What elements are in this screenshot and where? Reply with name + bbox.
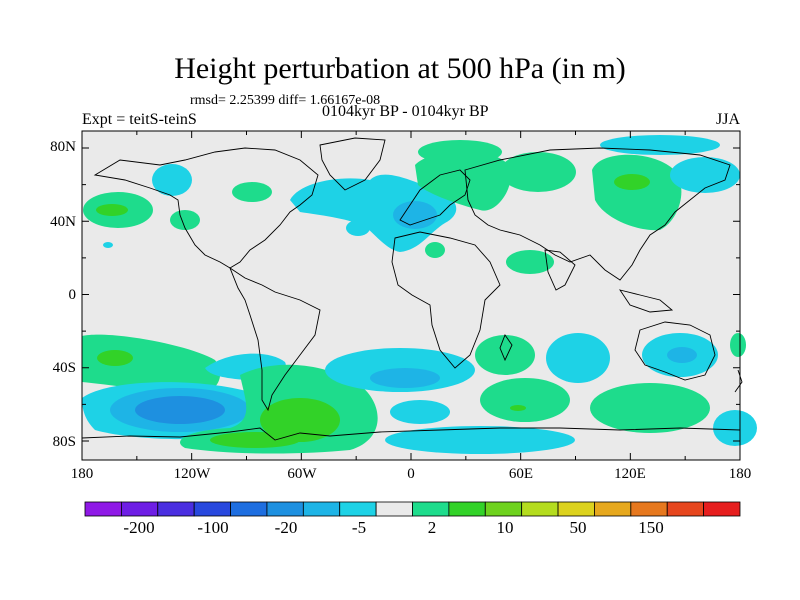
- contour-positive: [210, 432, 300, 448]
- contour-positive: [506, 250, 554, 274]
- contour-negative: [385, 426, 575, 454]
- plot-subtitle: 0104kyr BP - 0104kyr BP: [322, 103, 489, 120]
- contour-negative: [600, 135, 720, 155]
- colorbar-swatch: [120, 501, 159, 517]
- lat-label: 40N: [50, 214, 76, 230]
- contour-negative: [290, 174, 457, 252]
- contour-fields: [82, 135, 757, 454]
- colorbar-swatch: [521, 501, 559, 517]
- contour-positive: [232, 182, 272, 202]
- coastlines: [81, 137, 743, 441]
- contour-positive: [480, 378, 570, 422]
- contour-positive: [170, 210, 200, 230]
- contour-positive: [510, 405, 526, 411]
- lon-label: 180: [728, 466, 752, 482]
- contour-positive: [96, 204, 128, 216]
- contour-positive: [260, 398, 340, 442]
- lat-label: 0: [68, 287, 77, 303]
- contour-negative: [670, 157, 740, 193]
- contour-negative: [390, 400, 450, 424]
- colorbar-swatch: [484, 501, 523, 517]
- axis-ticks: [81, 131, 741, 460]
- colorbar-swatch: [630, 501, 668, 517]
- colorbar-label: 2: [427, 518, 437, 537]
- colorbar-swatch: [557, 501, 595, 517]
- lat-label: 80S: [52, 434, 76, 450]
- colorbar-swatch: [230, 501, 268, 517]
- contour-negative: [713, 410, 757, 446]
- contour-negative: [546, 333, 610, 383]
- colorbar-swatch: [302, 501, 341, 517]
- lon-label: 0: [407, 466, 415, 482]
- colorbar-label: -100: [197, 518, 229, 537]
- contour-negative: [667, 347, 697, 363]
- contour-positive: [418, 140, 502, 164]
- contour-negative: [346, 220, 370, 236]
- lat-label: 40S: [52, 360, 76, 376]
- lon-label: 180: [70, 466, 94, 482]
- contour-positive: [614, 174, 650, 190]
- colorbar-swatch: [375, 501, 413, 517]
- contour-positive: [97, 350, 133, 366]
- contour-negative: [103, 242, 113, 248]
- contour-negative: [393, 201, 437, 229]
- contour-negative: [135, 396, 225, 424]
- contour-positive: [730, 333, 746, 357]
- plot-title: Height perturbation at 500 hPa (in m): [174, 52, 626, 85]
- colorbar-swatch: [412, 501, 450, 517]
- contour-positive: [425, 242, 445, 258]
- lon-label: 60E: [508, 466, 534, 482]
- contour-positive: [500, 152, 576, 192]
- lat-label: 80N: [50, 139, 76, 155]
- lon-label: 120W: [173, 466, 211, 482]
- contour-positive: [415, 151, 511, 211]
- colorbar-swatch: [193, 501, 231, 517]
- colorbar-swatch: [339, 501, 377, 517]
- colorbar: [84, 501, 741, 517]
- colorbar-label: 150: [638, 518, 664, 537]
- contour-positive: [590, 383, 710, 433]
- colorbar-swatch: [448, 501, 486, 517]
- colorbar-swatch: [703, 501, 741, 517]
- colorbar-label: 50: [569, 518, 587, 537]
- lon-label: 60W: [287, 466, 317, 482]
- colorbar-swatch: [594, 501, 632, 517]
- contour-negative: [152, 164, 192, 196]
- lon-label: 120E: [614, 466, 646, 482]
- colorbar-label: -5: [351, 518, 367, 537]
- colorbar-swatch: [84, 501, 122, 517]
- colorbar-label: -20: [274, 518, 298, 537]
- contour-positive: [475, 335, 535, 375]
- rmsd-stats: rmsd= 2.25399 diff= 1.66167e-08: [190, 93, 381, 108]
- colorbar-swatch: [666, 501, 705, 517]
- contour-positive: [82, 334, 221, 396]
- colorbar-label: 10: [496, 518, 514, 537]
- colorbar-swatch: [157, 501, 195, 517]
- contour-positive: [592, 154, 682, 231]
- colorbar-swatch: [266, 501, 304, 517]
- experiment-label: Expt = teitS-teinS: [82, 111, 197, 128]
- colorbar-label: -200: [123, 518, 155, 537]
- season-label: JJA: [716, 111, 741, 128]
- contour-negative: [370, 368, 440, 388]
